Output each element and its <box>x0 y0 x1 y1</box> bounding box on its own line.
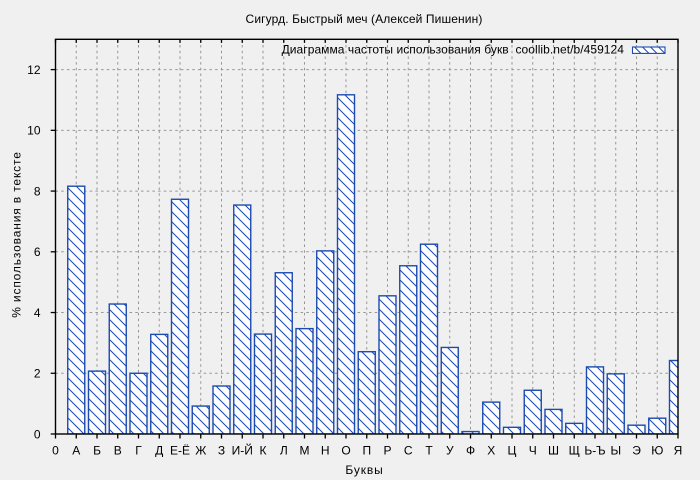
svg-text:Э: Э <box>632 443 641 457</box>
svg-text:6: 6 <box>34 245 41 259</box>
svg-text:Ф: Ф <box>466 443 475 457</box>
svg-text:Б: Б <box>93 443 101 457</box>
svg-text:И-Й: И-Й <box>232 442 253 457</box>
svg-text:К: К <box>260 443 267 457</box>
svg-text:Диаграмма частоты использовани: Диаграмма частоты использования букв coo… <box>282 43 625 57</box>
svg-text:С: С <box>404 443 413 457</box>
svg-text:Е-Ё: Е-Ё <box>170 443 190 457</box>
svg-text:Щ: Щ <box>569 443 580 457</box>
svg-text:2: 2 <box>34 367 41 381</box>
svg-text:Буквы: Буквы <box>345 463 383 477</box>
svg-text:Д: Д <box>155 443 163 457</box>
svg-text:Ь-Ъ: Ь-Ъ <box>584 443 605 457</box>
svg-text:Г: Г <box>135 443 142 457</box>
svg-text:Х: Х <box>487 443 495 457</box>
svg-text:0: 0 <box>52 443 59 457</box>
svg-text:Ш: Ш <box>548 443 559 457</box>
svg-text:У: У <box>446 443 454 457</box>
svg-text:12: 12 <box>27 63 41 77</box>
svg-text:О: О <box>341 443 350 457</box>
svg-text:Ж: Ж <box>195 443 206 457</box>
svg-text:П: П <box>362 443 371 457</box>
svg-text:В: В <box>114 443 122 457</box>
svg-text:Л: Л <box>280 443 288 457</box>
svg-text:Ч: Ч <box>529 443 537 457</box>
svg-text:4: 4 <box>34 306 41 320</box>
svg-text:М: М <box>300 443 310 457</box>
svg-text:Н: Н <box>321 443 330 457</box>
svg-text:Я: Я <box>674 443 683 457</box>
svg-text:Сигурд. Быстрый меч (Алексей П: Сигурд. Быстрый меч (Алексей Пишенин) <box>246 12 483 26</box>
svg-text:Ц: Ц <box>508 443 517 457</box>
svg-text:% использования в тексте: % использования в тексте <box>10 151 24 318</box>
svg-text:0: 0 <box>34 427 41 441</box>
svg-text:Ю: Ю <box>651 443 663 457</box>
svg-text:А: А <box>72 443 80 457</box>
svg-text:Т: Т <box>425 443 433 457</box>
svg-text:10: 10 <box>27 124 41 138</box>
svg-text:8: 8 <box>34 184 41 198</box>
svg-text:З: З <box>218 443 225 457</box>
svg-text:Р: Р <box>383 443 391 457</box>
svg-text:Ы: Ы <box>610 443 621 457</box>
